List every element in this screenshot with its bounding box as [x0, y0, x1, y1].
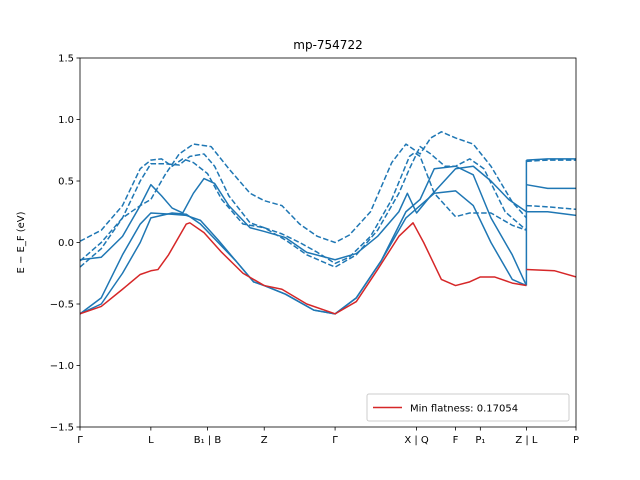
- y-axis: −1.5 −1.0 −0.5 0.0 0.5 1.0 1.5: [50, 54, 80, 434]
- band-line-10: [526, 211, 576, 217]
- bands-layer: [80, 131, 576, 315]
- flat-band-line-13: [526, 268, 576, 278]
- y-tick-label-2: −0.5: [50, 300, 74, 311]
- band-line-7: [80, 165, 528, 315]
- x-tick-label-1: L: [148, 435, 154, 446]
- band-line-0: [80, 151, 527, 265]
- x-tick-label-8: Z | L: [515, 435, 538, 446]
- band-line-8: [526, 158, 576, 161]
- y-tick-label-5: 1.0: [58, 115, 74, 126]
- y-tick-label-1: −1.0: [50, 361, 74, 372]
- x-tick-label-7: P₁: [475, 435, 485, 446]
- y-axis-label: E − E_F (eV): [16, 211, 27, 273]
- x-tick-label-9: P: [573, 435, 579, 446]
- x-tick-label-0: Γ: [77, 435, 83, 446]
- y-tick-label-3: 0.0: [58, 238, 74, 249]
- x-axis: Γ L B₁ | B Z Γ X | Q F P₁ Z | L P: [77, 427, 579, 446]
- x-tick-label-5: X | Q: [404, 435, 429, 446]
- band-line-9: [526, 183, 576, 190]
- band-line-5: [80, 165, 527, 261]
- flat-band-line-12: [80, 222, 527, 315]
- y-tick-label-6: 1.5: [58, 54, 74, 65]
- band-line-1: [80, 145, 527, 268]
- legend-label: Min flatness: 0.17054: [410, 404, 518, 415]
- chart-title: mp-754722: [293, 38, 362, 52]
- x-tick-label-4: Γ: [332, 435, 338, 446]
- y-tick-label-0: −1.5: [50, 423, 74, 434]
- y-tick-label-4: 0.5: [58, 177, 74, 188]
- band-line-2: [80, 131, 527, 262]
- legend-box: [366, 393, 570, 422]
- band-line-4: [526, 204, 576, 211]
- x-tick-label-6: F: [453, 435, 459, 446]
- band-line-3: [526, 159, 576, 163]
- x-tick-label-2: B₁ | B: [194, 435, 222, 446]
- legend: Min flatness: 0.17054: [366, 393, 570, 422]
- x-tick-label-3: Z: [261, 435, 268, 446]
